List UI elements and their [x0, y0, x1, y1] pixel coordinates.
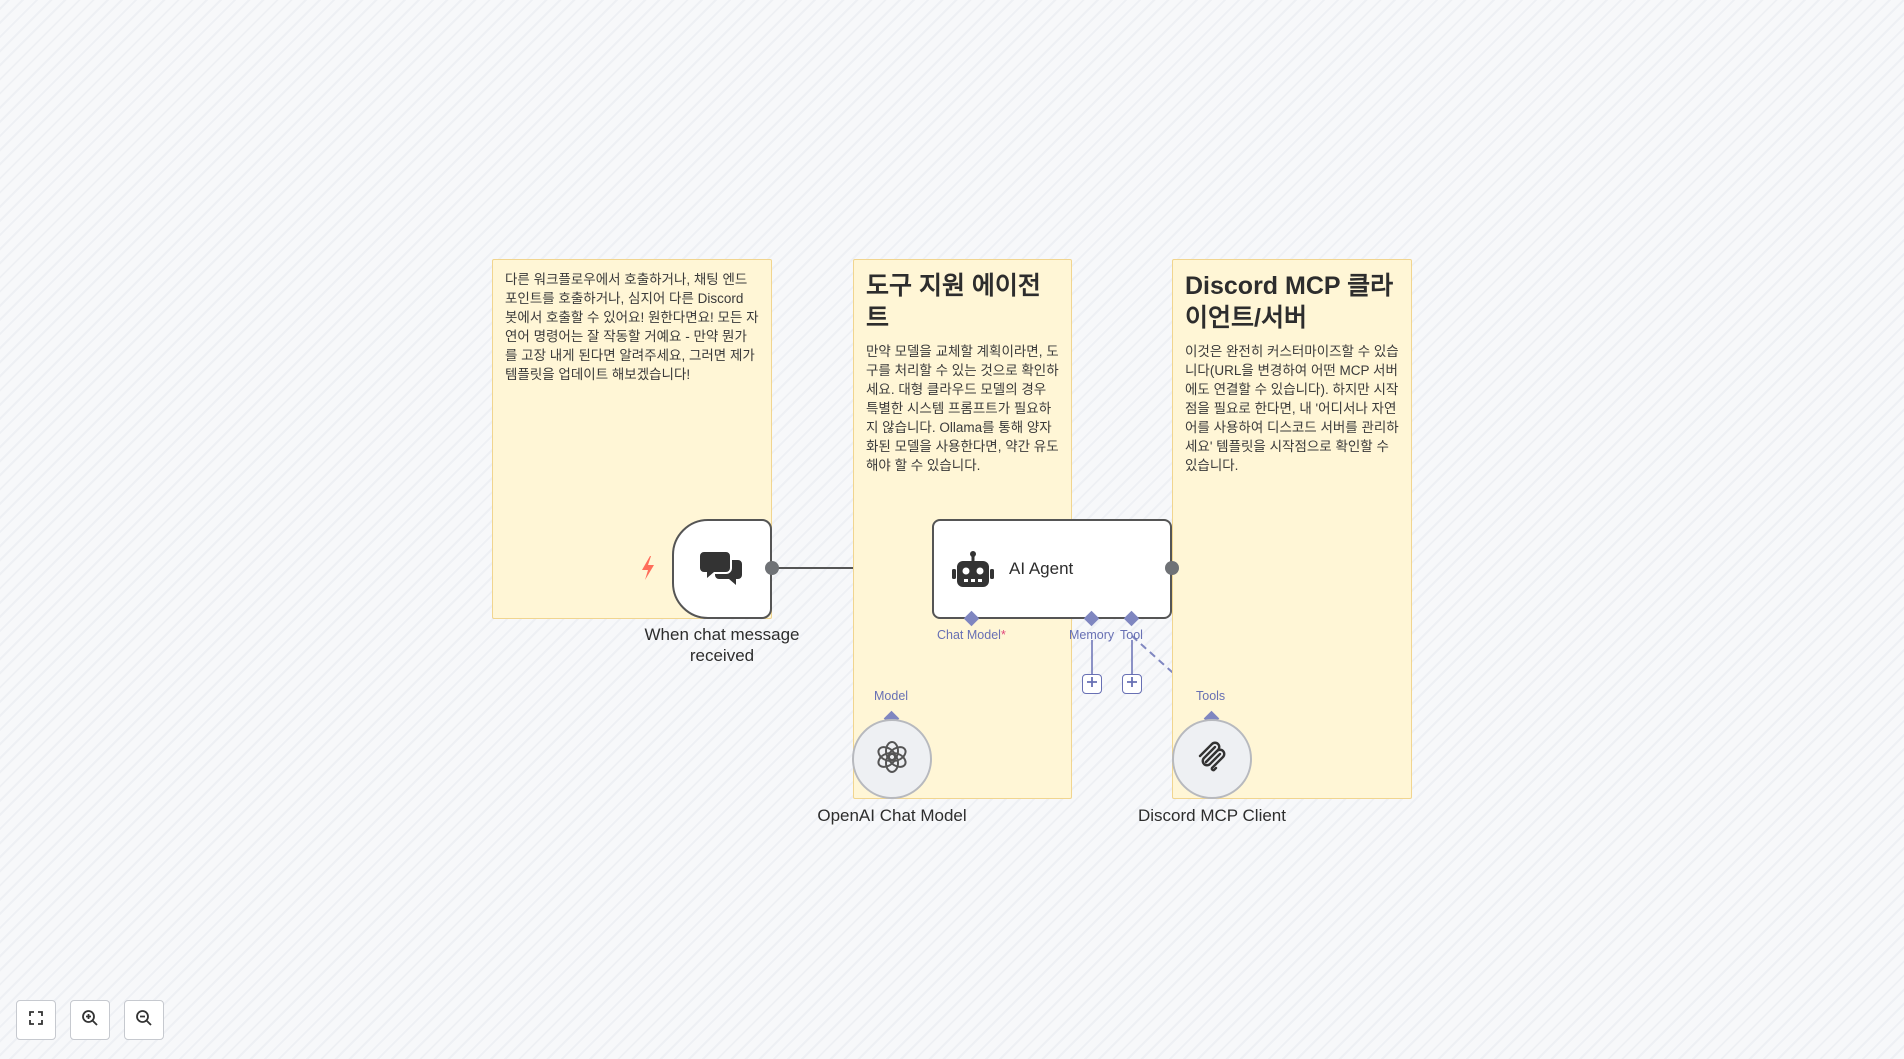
tool-port-label: Tool — [1120, 628, 1143, 642]
chat-trigger-node[interactable] — [672, 519, 772, 619]
robot-icon — [952, 551, 994, 594]
fit-view-icon — [28, 1010, 44, 1031]
sticky-note-body: 만약 모델을 교체할 계획이라면, 도구를 처리할 수 있는 것으로 확인하세요… — [866, 344, 1059, 473]
openai-chat-model-label: OpenAI Chat Model — [817, 806, 967, 825]
discord-mcp-client-label: Discord MCP Client — [1137, 806, 1286, 825]
tools-port-label: Tools — [1196, 689, 1226, 703]
discord-mcp-client-node[interactable] — [1172, 719, 1252, 799]
lightning-icon — [640, 555, 656, 581]
chat-model-port-text: Chat Model — [937, 628, 1001, 642]
plus-icon — [1086, 675, 1098, 693]
openai-chat-model-node[interactable] — [852, 719, 932, 799]
add-memory-button[interactable] — [1082, 674, 1102, 694]
chat-trigger-label: When chat message received — [644, 625, 800, 665]
agent-output-handle[interactable] — [1165, 561, 1179, 575]
openai-icon — [875, 740, 909, 779]
sticky-note-body: 다른 워크플로우에서 호출하거나, 채팅 엔드포인트를 호출하거나, 심지어 다… — [505, 272, 759, 382]
add-tool-button[interactable] — [1122, 674, 1142, 694]
chat-bubbles-icon — [700, 548, 744, 591]
ai-agent-node[interactable]: AI Agent — [932, 519, 1172, 619]
sticky-note-heading: Discord MCP 클라이언트/서버 — [1185, 272, 1394, 332]
required-marker: * — [1000, 628, 1006, 642]
mcp-icon — [1196, 741, 1228, 778]
sticky-note-heading: 도구 지원 에이전트 — [866, 272, 1041, 332]
zoom-in-button[interactable] — [70, 1000, 110, 1040]
plus-icon — [1126, 675, 1138, 693]
model-port-label: Model — [874, 689, 909, 703]
trigger-output-handle[interactable] — [765, 561, 779, 575]
sticky-note-mcp[interactable]: Discord MCP 클라이언트/서버 이것은 완전히 커스터마이즈할 수 있… — [1172, 259, 1412, 799]
zoom-in-icon — [81, 1009, 99, 1032]
chat-model-port-label: Chat Model* — [937, 628, 1006, 642]
fit-view-button[interactable] — [16, 1000, 56, 1040]
memory-port-label: Memory — [1069, 628, 1115, 642]
ai-agent-label: AI Agent — [1009, 559, 1074, 578]
zoom-out-icon — [135, 1009, 153, 1032]
sticky-note-body: 이것은 완전히 커스터마이즈할 수 있습니다(URL을 변경하여 어떤 MCP … — [1185, 344, 1399, 473]
zoom-out-button[interactable] — [124, 1000, 164, 1040]
